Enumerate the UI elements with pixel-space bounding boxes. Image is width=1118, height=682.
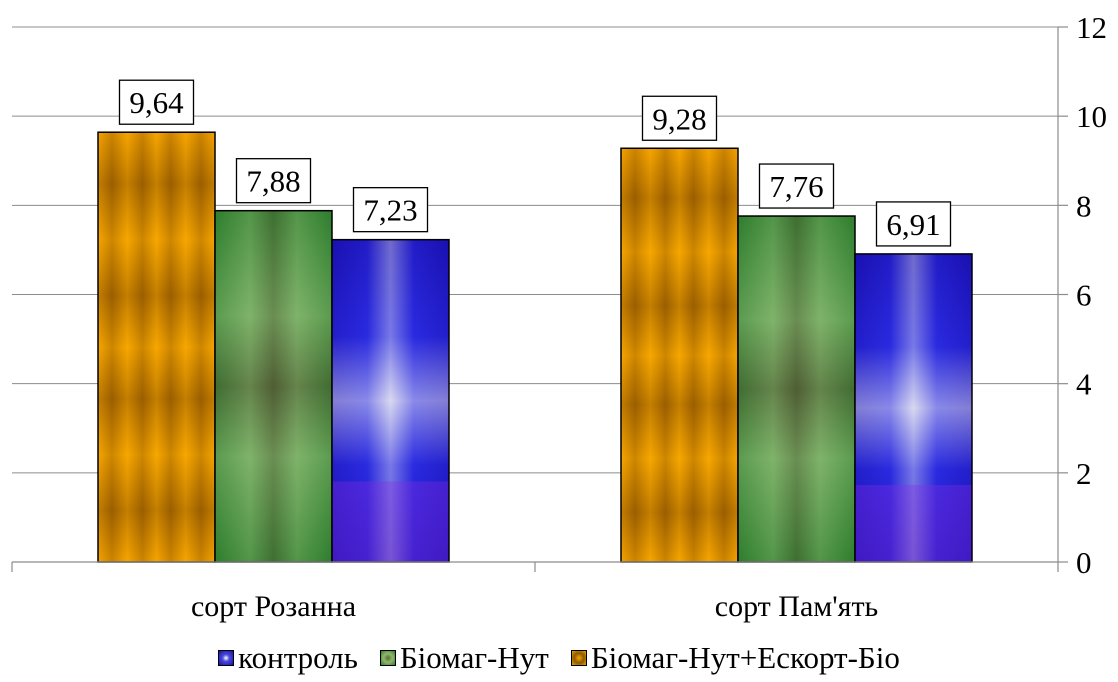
x-tick-label: сорт Розанна xyxy=(191,590,356,623)
y-tick-label: 0 xyxy=(1076,545,1092,580)
data-label: 6,91 xyxy=(875,201,952,247)
legend-label-biomag-nut-eskort-bio: Біомаг-Нут+Ескорт-Біо xyxy=(590,640,900,675)
y-tick-label: 6 xyxy=(1076,278,1092,313)
legend-swatch-biomag-nut-eskort-bio xyxy=(570,650,587,666)
svg-text:6,91: 6,91 xyxy=(886,207,940,242)
svg-text:7,23: 7,23 xyxy=(363,193,417,228)
y-tick-label: 8 xyxy=(1076,188,1092,223)
bar xyxy=(214,209,333,563)
bar xyxy=(97,131,216,563)
legend-swatch-biomag-nut xyxy=(379,650,396,666)
data-label: 9,28 xyxy=(641,95,718,141)
data-label: 7,23 xyxy=(352,187,429,233)
legend-label-kontrol: контроль xyxy=(238,640,358,675)
data-labels: 9,64 7,88 7,23 9,28 7,76 6,91 xyxy=(118,79,952,247)
data-label: 7,76 xyxy=(758,163,835,209)
data-label: 7,88 xyxy=(235,158,312,204)
bar xyxy=(620,147,739,563)
data-label: 9,64 xyxy=(118,79,195,125)
bar xyxy=(854,253,973,563)
legend-item-kontrol: контроль xyxy=(218,640,358,676)
legend-swatch-kontrol xyxy=(218,650,235,666)
svg-text:9,28: 9,28 xyxy=(652,101,706,136)
legend: контроль Біомаг-Нут Біомаг-Нут+Ескорт-Бі… xyxy=(0,640,1118,676)
legend-label-biomag-nut: Біомаг-Нут xyxy=(399,640,549,675)
svg-text:7,76: 7,76 xyxy=(769,169,823,204)
y-tick-label: 12 xyxy=(1076,10,1107,45)
legend-item-biomag-nut: Біомаг-Нут xyxy=(379,640,549,676)
bar xyxy=(737,215,856,563)
svg-text:9,64: 9,64 xyxy=(129,85,184,120)
y-tick-label: 4 xyxy=(1076,367,1092,402)
y-tick-label: 10 xyxy=(1076,99,1107,134)
axes: сорт Розанна сорт Пам'ять 0 2 4 6 8 10 12 xyxy=(11,10,1107,623)
x-tick-label: сорт Пам'ять xyxy=(715,590,879,623)
bar xyxy=(331,238,450,563)
svg-text:7,88: 7,88 xyxy=(246,164,300,199)
legend-item-biomag-nut-eskort-bio: Біомаг-Нут+Ескорт-Біо xyxy=(570,640,900,676)
bars xyxy=(97,131,973,563)
y-tick-label: 2 xyxy=(1076,456,1092,491)
